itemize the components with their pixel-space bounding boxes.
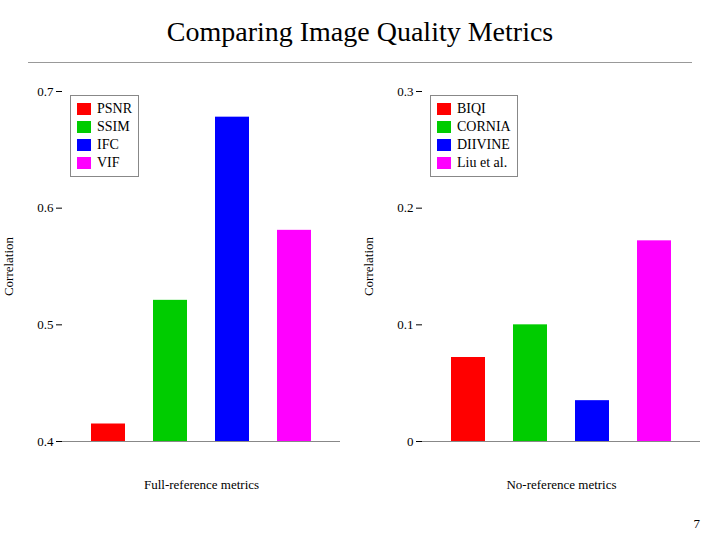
html-text:IFC: IFC: [97, 137, 119, 152]
svg-text:0.5: 0.5: [37, 317, 53, 332]
html-text:Liu et al.: Liu et al.: [457, 155, 508, 170]
svg-text:0.3: 0.3: [397, 84, 413, 99]
html-text:CORNIA: CORNIA: [457, 119, 511, 134]
svg-text:0.7: 0.7: [37, 84, 54, 99]
svg-text:0.4: 0.4: [37, 434, 54, 449]
html-text:SSIM: SSIM: [97, 119, 130, 134]
html-text:Comparing Image Quality Metric: Comparing Image Quality Metrics: [166, 16, 554, 47]
svg-text:0.1: 0.1: [397, 317, 413, 332]
svg-text:No-reference metrics: No-reference metrics: [506, 477, 616, 492]
svg-text:0.6: 0.6: [37, 200, 54, 215]
html-text:DIIVINE: DIIVINE: [457, 137, 510, 152]
svg-text:0: 0: [407, 434, 414, 449]
html-text:VIF: VIF: [97, 155, 120, 170]
svg-text:Full-reference metrics: Full-reference metrics: [144, 477, 259, 492]
svg-text:Correlation: Correlation: [361, 236, 376, 296]
svg-text:Correlation: Correlation: [1, 236, 16, 296]
html-text:7: 7: [693, 516, 700, 531]
html-text:BIQI: BIQI: [457, 101, 486, 116]
svg-text:0.2: 0.2: [397, 200, 413, 215]
html-text:PSNR: PSNR: [97, 101, 132, 116]
